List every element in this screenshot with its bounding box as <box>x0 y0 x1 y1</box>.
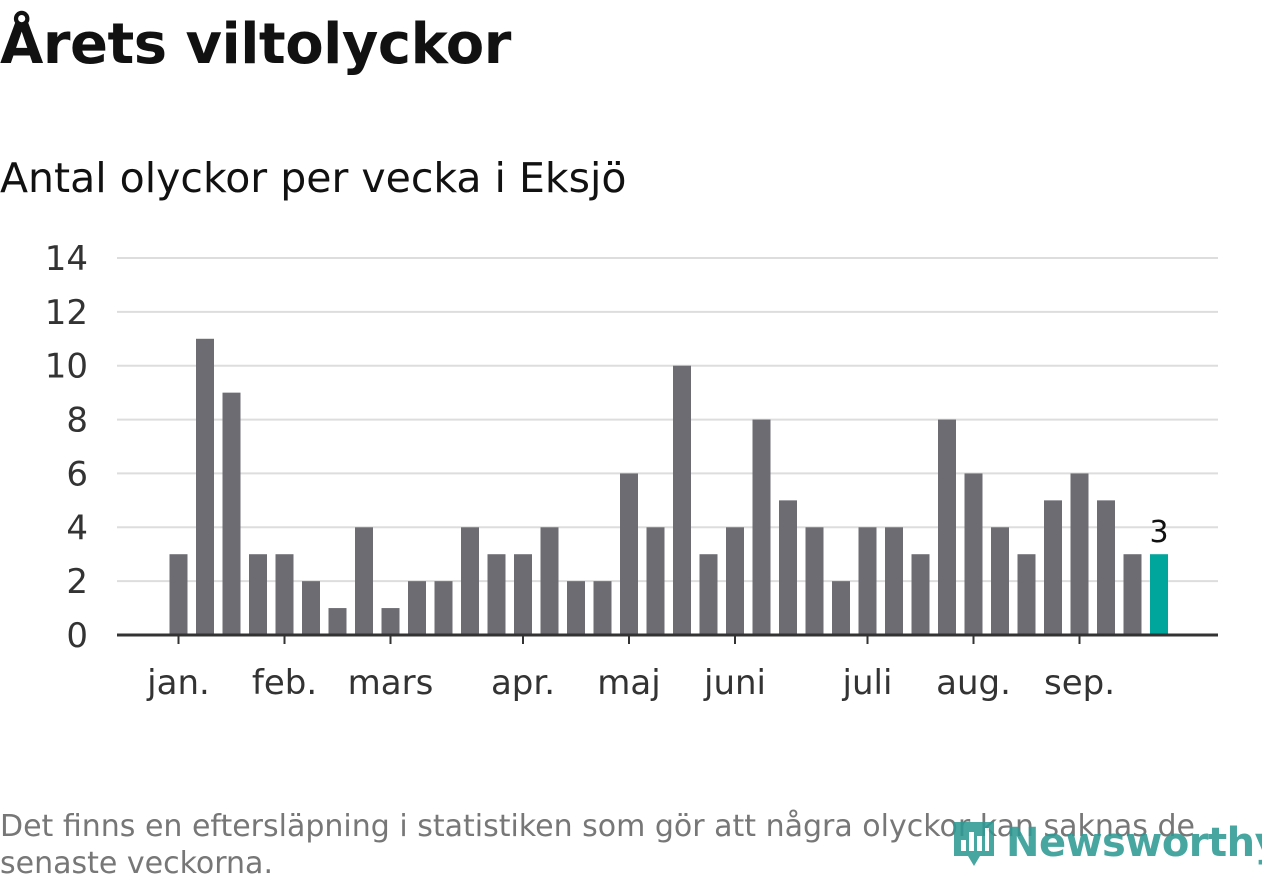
bar <box>620 473 638 635</box>
bar <box>355 527 373 635</box>
y-tick-label: 6 <box>66 454 88 494</box>
bar <box>434 581 453 635</box>
y-tick-label: 2 <box>66 562 88 602</box>
bar <box>461 527 479 635</box>
bar <box>1044 500 1062 635</box>
bar <box>699 554 718 635</box>
bar <box>275 554 294 635</box>
bar <box>249 554 267 635</box>
bar <box>408 581 426 635</box>
bar <box>1097 500 1115 635</box>
bar <box>752 419 771 635</box>
y-tick-label: 12 <box>45 293 88 333</box>
bar <box>514 554 532 635</box>
bar <box>1017 554 1036 635</box>
y-tick-label: 4 <box>66 508 88 548</box>
bar <box>1123 554 1142 635</box>
x-tick-label: juli <box>842 663 893 703</box>
bar <box>593 581 612 635</box>
bar <box>805 527 824 635</box>
y-tick-label: 14 <box>45 239 88 279</box>
bar <box>885 527 903 635</box>
y-tick-label: 8 <box>66 401 88 441</box>
x-tick-label: sep. <box>1044 663 1115 703</box>
bar <box>169 554 188 635</box>
bar <box>858 527 877 635</box>
bar <box>832 581 850 635</box>
bar <box>991 527 1009 635</box>
highlight-bar <box>1150 554 1168 635</box>
bar <box>964 473 983 635</box>
bar-chart: 0 2 4 6 8 10 12 14 3 jan. feb. mars apr. maj juni juli a… <box>45 239 1218 703</box>
bar <box>646 527 665 635</box>
chart-subtitle: Antal olyckor per vecka i Eksjö <box>0 154 627 202</box>
x-tick-label: apr. <box>491 663 555 703</box>
x-tick-label: juni <box>703 663 766 703</box>
bar <box>779 500 797 635</box>
x-tick-label: maj <box>597 663 660 703</box>
data-label: 3 <box>1149 515 1168 550</box>
bar <box>487 554 506 635</box>
x-tick-label: aug. <box>936 663 1011 703</box>
logo-text: Newsworthy <box>1006 820 1262 866</box>
newsworthy-logo-icon <box>954 822 994 866</box>
bar <box>938 419 956 635</box>
footnote: Det finns en eftersläpning i statistiken… <box>0 809 1195 881</box>
y-tick-label: 10 <box>45 347 88 387</box>
x-tick-label: feb. <box>252 663 317 703</box>
bar <box>540 527 559 635</box>
bar <box>381 608 400 635</box>
bar <box>726 527 744 635</box>
bar <box>328 608 347 635</box>
bar <box>1070 473 1089 635</box>
bar <box>911 554 930 635</box>
bar <box>567 581 585 635</box>
newsworthy-logo: Newsworthy <box>950 818 1262 868</box>
x-tick-label: mars <box>348 663 434 703</box>
bar <box>222 392 241 635</box>
x-tick-label: jan. <box>146 663 210 703</box>
bar <box>673 365 691 635</box>
y-tick-label: 0 <box>66 616 88 656</box>
bar <box>196 338 214 635</box>
bar <box>302 581 320 635</box>
chart-title: Årets viltolyckor <box>0 12 511 77</box>
